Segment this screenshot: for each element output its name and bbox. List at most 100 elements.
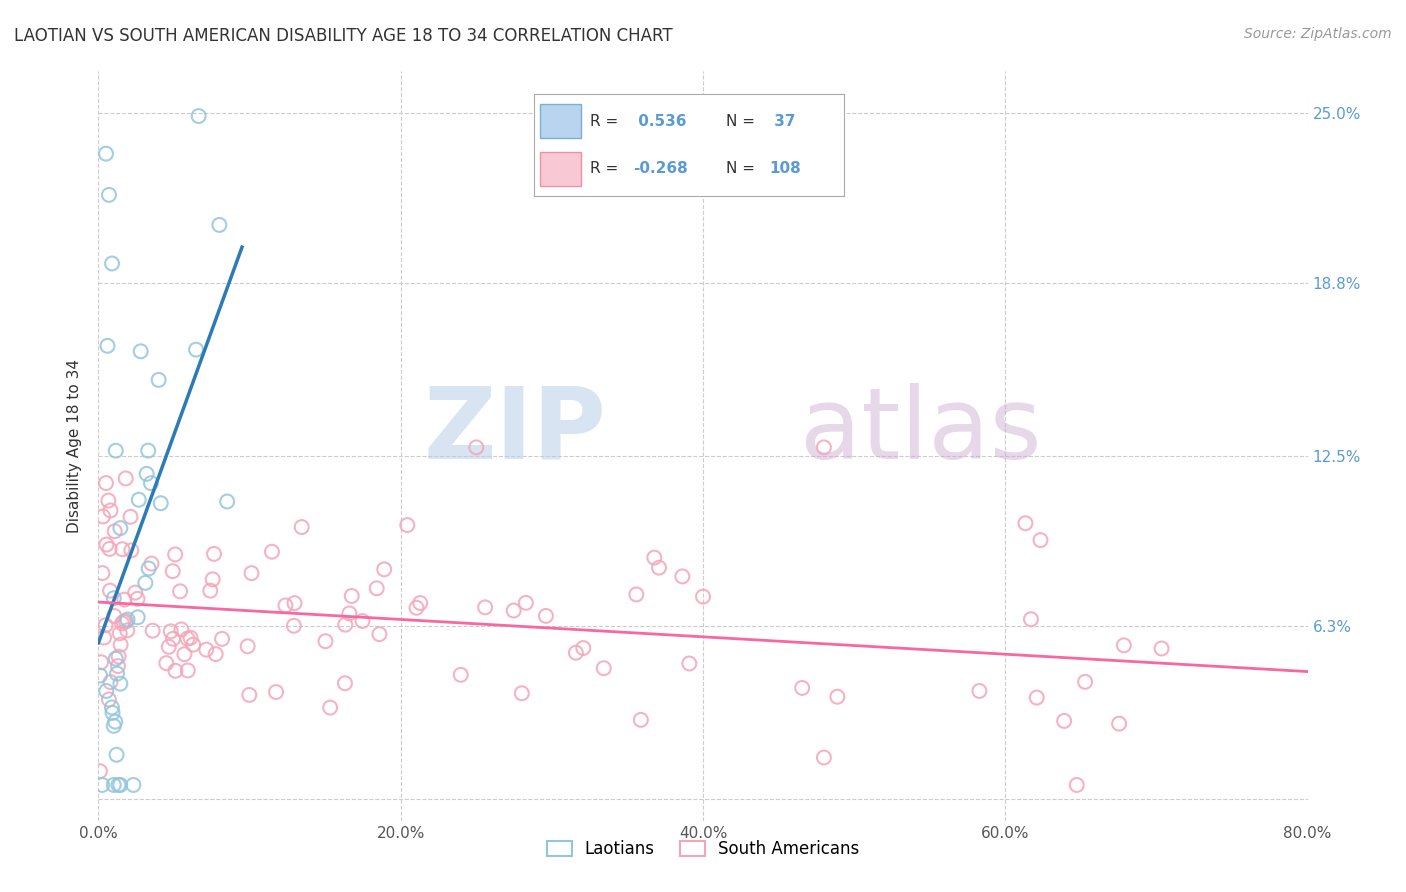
Point bbox=[91, 566, 114, 580]
Point bbox=[155, 656, 177, 670]
Point bbox=[97, 692, 120, 706]
Point bbox=[465, 441, 488, 455]
Point bbox=[792, 681, 814, 695]
Point bbox=[101, 700, 124, 714]
Point bbox=[101, 256, 124, 270]
Point bbox=[127, 591, 149, 606]
Point bbox=[104, 714, 127, 729]
Point bbox=[173, 647, 195, 661]
Point bbox=[366, 582, 388, 596]
Point bbox=[201, 573, 224, 587]
Point bbox=[187, 109, 209, 123]
Point bbox=[502, 603, 524, 617]
Text: -0.268: -0.268 bbox=[633, 161, 688, 176]
Point bbox=[368, 627, 391, 641]
Point bbox=[159, 624, 181, 639]
Point bbox=[165, 664, 187, 678]
Point bbox=[195, 642, 218, 657]
Point bbox=[90, 655, 112, 669]
Point bbox=[1112, 638, 1135, 652]
Point bbox=[1019, 612, 1042, 626]
Text: N =: N = bbox=[725, 114, 755, 128]
Point bbox=[1108, 716, 1130, 731]
Y-axis label: Disability Age 18 to 34: Disability Age 18 to 34 bbox=[67, 359, 83, 533]
Text: atlas: atlas bbox=[800, 383, 1042, 480]
Point bbox=[148, 373, 170, 387]
Point bbox=[396, 518, 419, 533]
Point bbox=[1074, 674, 1097, 689]
Point bbox=[107, 659, 129, 673]
Point bbox=[103, 609, 125, 624]
Point bbox=[352, 614, 374, 628]
Point bbox=[335, 617, 357, 632]
Point bbox=[450, 668, 472, 682]
Point bbox=[96, 537, 118, 551]
Point bbox=[337, 607, 360, 621]
Point bbox=[139, 476, 162, 491]
Point bbox=[103, 591, 125, 606]
Point bbox=[283, 596, 305, 610]
Point bbox=[260, 545, 283, 559]
Point bbox=[200, 583, 222, 598]
Point bbox=[813, 441, 835, 455]
Point bbox=[648, 560, 671, 574]
Point bbox=[110, 778, 132, 792]
Point bbox=[1025, 690, 1047, 705]
Legend: Laotians, South Americans: Laotians, South Americans bbox=[540, 833, 866, 864]
Point bbox=[409, 596, 432, 610]
Point bbox=[626, 587, 648, 601]
Point bbox=[510, 686, 533, 700]
Point bbox=[98, 583, 121, 598]
Point bbox=[108, 626, 131, 640]
Point bbox=[141, 557, 163, 571]
Text: Source: ZipAtlas.com: Source: ZipAtlas.com bbox=[1244, 27, 1392, 41]
Point bbox=[135, 467, 157, 481]
Text: LAOTIAN VS SOUTH AMERICAN DISABILITY AGE 18 TO 34 CORRELATION CHART: LAOTIAN VS SOUTH AMERICAN DISABILITY AGE… bbox=[14, 27, 672, 45]
Point bbox=[96, 339, 118, 353]
Point bbox=[117, 613, 139, 627]
Point bbox=[93, 631, 115, 645]
Point bbox=[105, 747, 128, 762]
Point bbox=[211, 632, 233, 646]
Point bbox=[96, 684, 118, 698]
Point bbox=[565, 646, 588, 660]
Point bbox=[128, 492, 150, 507]
Point bbox=[176, 632, 198, 646]
Point bbox=[111, 542, 134, 557]
Text: N =: N = bbox=[725, 161, 755, 176]
Point bbox=[115, 615, 138, 629]
Point bbox=[103, 719, 125, 733]
Point bbox=[112, 592, 135, 607]
Point bbox=[94, 146, 117, 161]
Point bbox=[100, 503, 122, 517]
Point bbox=[111, 616, 134, 631]
Point bbox=[314, 634, 336, 648]
Point bbox=[97, 493, 120, 508]
Text: 108: 108 bbox=[769, 161, 801, 176]
Point bbox=[474, 600, 496, 615]
Point bbox=[112, 615, 135, 629]
Point bbox=[110, 638, 132, 652]
Text: R =: R = bbox=[591, 114, 619, 128]
Point bbox=[340, 589, 363, 603]
Point bbox=[238, 688, 260, 702]
Point bbox=[572, 641, 595, 656]
Point bbox=[110, 521, 132, 535]
Point bbox=[405, 600, 427, 615]
Point bbox=[100, 675, 122, 690]
Point bbox=[643, 550, 665, 565]
Point bbox=[165, 548, 187, 562]
Point bbox=[692, 590, 714, 604]
Point bbox=[678, 657, 700, 671]
Text: R =: R = bbox=[591, 161, 619, 176]
Point bbox=[180, 631, 202, 645]
Point bbox=[1053, 714, 1076, 728]
Point bbox=[127, 610, 149, 624]
Point bbox=[101, 706, 124, 720]
Point bbox=[104, 443, 127, 458]
Point bbox=[91, 509, 114, 524]
Point bbox=[202, 547, 225, 561]
Point bbox=[94, 476, 117, 491]
Point bbox=[630, 713, 652, 727]
Point bbox=[107, 649, 129, 664]
